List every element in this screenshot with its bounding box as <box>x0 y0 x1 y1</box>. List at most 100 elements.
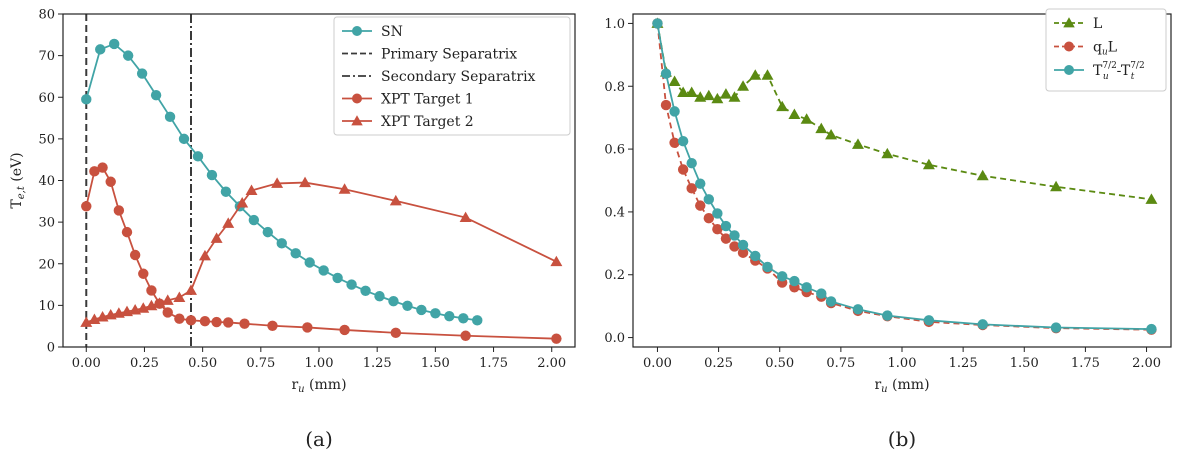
data-point <box>360 285 371 297</box>
data-point <box>652 18 663 29</box>
legend-marker <box>1064 65 1074 75</box>
legend-label: XPT Target 2 <box>381 114 474 130</box>
x-tick-label: 0.75 <box>826 356 855 371</box>
legend-marker <box>1063 17 1075 28</box>
data-point <box>390 327 401 339</box>
data-point <box>881 147 894 159</box>
data-point <box>686 183 697 194</box>
legend-entry-2: quL <box>1054 40 1117 58</box>
y-tick-label: 60 <box>38 91 55 106</box>
x-tick-label: 2.00 <box>1132 356 1161 371</box>
data-point <box>686 158 697 169</box>
x-tick-label: 1.75 <box>479 356 508 371</box>
x-tick-label: 2.00 <box>537 356 566 371</box>
legend-sub: u <box>1102 48 1108 58</box>
data-point <box>81 94 92 105</box>
data-point <box>138 268 149 279</box>
data-point <box>206 169 218 181</box>
data-point <box>304 257 315 268</box>
legend-name: SN <box>381 24 403 40</box>
x-tick-label: 0.25 <box>130 356 159 371</box>
data-point <box>223 317 234 328</box>
series-3 <box>652 18 1157 335</box>
data-point <box>109 38 120 50</box>
panel-label: (a) <box>305 427 333 451</box>
legend-sup2: 7/2 <box>1130 61 1144 71</box>
legend-entry-5: XPT Target 2 <box>342 114 474 130</box>
legend-label: Primary Separatrix <box>381 47 517 63</box>
x-tick-label: 1.25 <box>363 356 392 371</box>
data-point <box>271 177 284 188</box>
data-point <box>245 184 258 195</box>
data-point <box>239 318 250 329</box>
y-label-main: T <box>9 199 25 209</box>
data-point <box>346 279 357 290</box>
data-point <box>720 220 732 232</box>
data-point <box>749 69 762 80</box>
data-point <box>89 166 100 177</box>
data-point <box>711 92 724 104</box>
series-2 <box>81 162 562 344</box>
chart-panel-2: 0.00 0.25 0.50 0.75 1.00 1.25 1.50 1.75 2.00 0.0 0… <box>604 8 1172 451</box>
data-point <box>105 176 116 187</box>
legend-label: quL <box>1093 40 1117 58</box>
panel-label: (b) <box>888 427 916 451</box>
series-line-2 <box>85 166 557 340</box>
data-point <box>121 226 133 238</box>
data-point <box>720 233 732 244</box>
x-axis-label: ru (mm) <box>874 377 929 395</box>
data-point <box>660 68 672 79</box>
data-point <box>728 91 741 102</box>
data-point <box>677 86 690 98</box>
y-tick-label: 80 <box>38 8 55 23</box>
data-point <box>800 113 813 124</box>
data-point <box>677 164 689 175</box>
data-point <box>318 265 329 276</box>
legend-entry-3: T7/2 u -T7/2 t <box>1054 61 1145 82</box>
data-point <box>444 310 455 322</box>
legend-rest: -T <box>1117 63 1131 79</box>
data-point <box>695 178 706 189</box>
data-point <box>882 310 893 321</box>
data-point <box>162 307 173 318</box>
data-point <box>976 169 989 181</box>
data-point <box>388 296 399 307</box>
x-tick-label: 1.00 <box>305 356 334 371</box>
chart-panel-1: 0.00 0.25 0.50 0.75 1.00 1.25 1.50 1.75 2.00 0 10 2… <box>9 8 576 451</box>
legend-label: T7/2 u -T7/2 t <box>1093 61 1145 82</box>
data-point <box>668 75 681 87</box>
data-point <box>276 238 287 249</box>
data-point <box>815 122 828 134</box>
data-point <box>729 241 740 252</box>
data-point <box>430 308 441 319</box>
data-point <box>472 315 483 326</box>
series-3 <box>80 176 563 327</box>
data-point <box>459 211 472 223</box>
x-axis-label: ru (mm) <box>291 377 346 395</box>
data-point <box>95 44 106 55</box>
data-point <box>729 230 740 241</box>
data-point <box>702 89 715 101</box>
legend-entry-3: Secondary Separatrix <box>342 69 536 85</box>
legend-name: T <box>1093 63 1103 79</box>
data-point <box>852 138 864 149</box>
data-point <box>173 291 186 302</box>
data-point <box>220 186 232 197</box>
data-point <box>776 100 789 112</box>
data-point <box>80 316 93 327</box>
data-point <box>267 320 278 331</box>
legend-entry-2: Primary Separatrix <box>342 47 517 63</box>
y-axis-label: Te,t (eV) <box>9 152 27 208</box>
legend-sub: u <box>1103 72 1109 82</box>
data-point <box>737 80 750 91</box>
x-tick-label: 1.00 <box>888 356 917 371</box>
data-point <box>789 275 800 287</box>
y-tick-label: 30 <box>38 216 55 231</box>
data-point <box>816 288 827 299</box>
y-tick-label: 0.8 <box>604 80 625 95</box>
data-point <box>852 304 864 315</box>
legend-label: L <box>1093 16 1102 32</box>
series-1 <box>81 38 483 326</box>
data-point <box>694 91 707 102</box>
